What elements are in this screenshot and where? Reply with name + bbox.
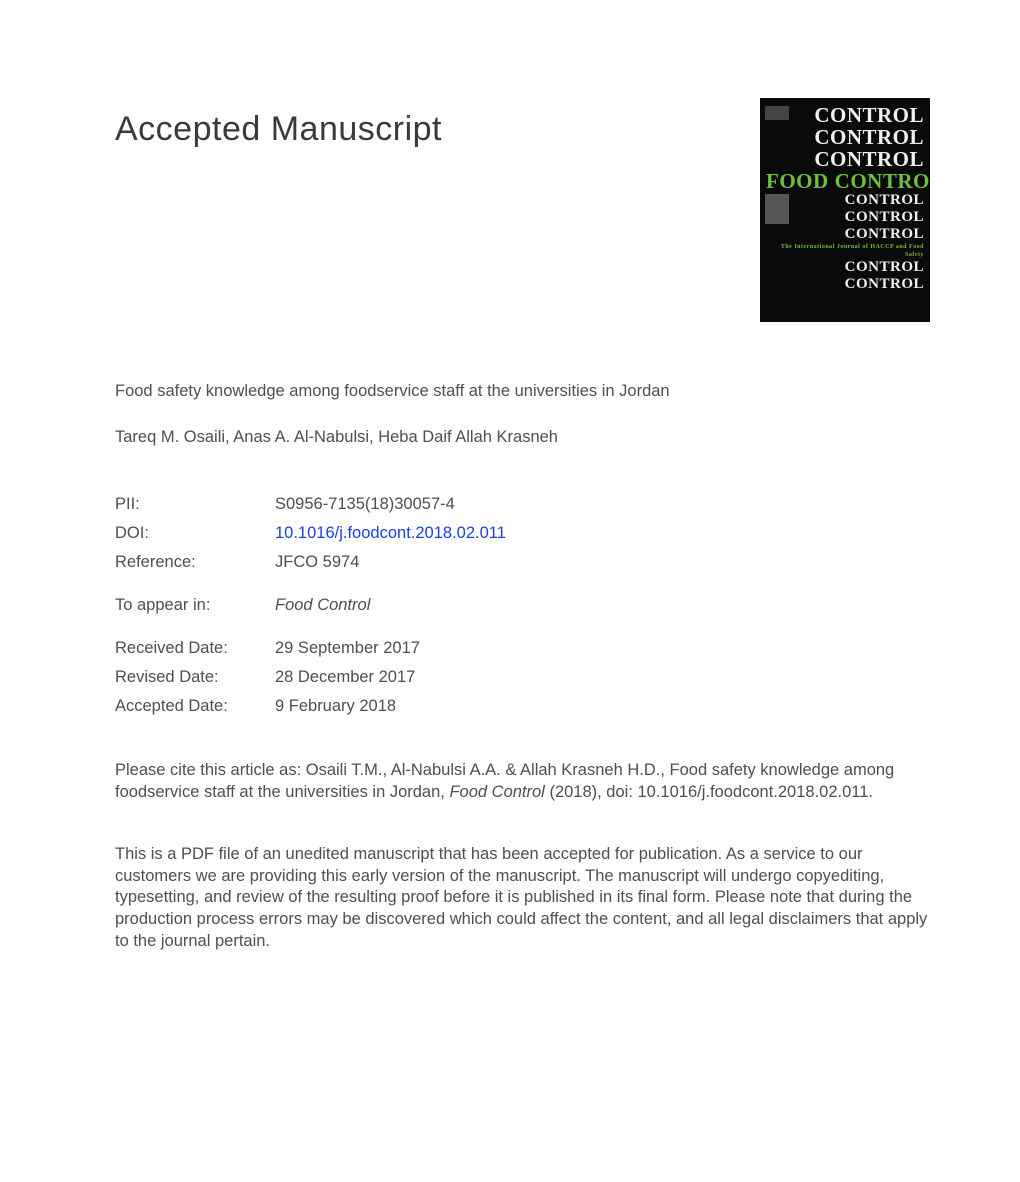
header-row: Accepted Manuscript CONTROL CONTROL CONT… (115, 110, 930, 322)
journal-name: Food Control (275, 596, 370, 615)
meta-value: 29 September 2017 (275, 639, 420, 658)
cover-food-text: FOOD (760, 170, 835, 192)
meta-label: Revised Date: (115, 668, 275, 687)
cover-text: CONTROL (800, 126, 930, 148)
meta-value: 28 December 2017 (275, 668, 415, 687)
journal-cover-thumbnail: CONTROL CONTROL CONTROL FOOD CONTROL CON… (760, 98, 930, 322)
meta-label: DOI: (115, 524, 275, 543)
cover-subtitle: The International Journal of HACCP and F… (760, 243, 930, 259)
citation-post: (2018), doi: 10.1016/j.foodcont.2018.02.… (545, 783, 873, 801)
article-title: Food safety knowledge among foodservice … (115, 380, 930, 402)
authors-list: Tareq M. Osaili, Anas A. Al-Nabulsi, Heb… (115, 428, 930, 447)
cover-text: CONTROL (800, 209, 930, 226)
manuscript-page: Accepted Manuscript CONTROL CONTROL CONT… (0, 0, 1020, 1013)
cover-text: CONTROL (800, 192, 930, 209)
meta-row-doi: DOI: 10.1016/j.foodcont.2018.02.011 (115, 524, 930, 543)
meta-row-appear-in: To appear in: Food Control (115, 596, 930, 615)
meta-row-reference: Reference: JFCO 5974 (115, 553, 930, 572)
meta-row-revised: Revised Date: 28 December 2017 (115, 668, 930, 687)
meta-value: S0956-7135(18)30057-4 (275, 495, 455, 514)
cover-text: CONTROL (760, 148, 930, 170)
citation-text: Please cite this article as: Osaili T.M.… (115, 760, 930, 804)
page-heading: Accepted Manuscript (115, 110, 442, 149)
citation-journal: Food Control (449, 783, 544, 801)
disclaimer-text: This is a PDF file of an unedited manusc… (115, 844, 930, 953)
meta-label: Received Date: (115, 639, 275, 658)
cover-text: CONTROL (800, 104, 930, 126)
meta-value: 9 February 2018 (275, 697, 396, 716)
meta-row-accepted: Accepted Date: 9 February 2018 (115, 697, 930, 716)
meta-label: Reference: (115, 553, 275, 572)
meta-label: PII: (115, 495, 275, 514)
cover-text: CONTROL (760, 276, 930, 293)
metadata-table: PII: S0956-7135(18)30057-4 DOI: 10.1016/… (115, 495, 930, 716)
doi-link[interactable]: 10.1016/j.foodcont.2018.02.011 (275, 524, 506, 543)
meta-label: To appear in: (115, 596, 275, 615)
meta-value: JFCO 5974 (275, 553, 359, 572)
meta-label: Accepted Date: (115, 697, 275, 716)
cover-text: CONTROL (800, 226, 930, 243)
meta-row-received: Received Date: 29 September 2017 (115, 639, 930, 658)
cover-text: CONTROL (760, 259, 930, 276)
cover-text: CONTROL (835, 170, 930, 192)
meta-row-pii: PII: S0956-7135(18)30057-4 (115, 495, 930, 514)
